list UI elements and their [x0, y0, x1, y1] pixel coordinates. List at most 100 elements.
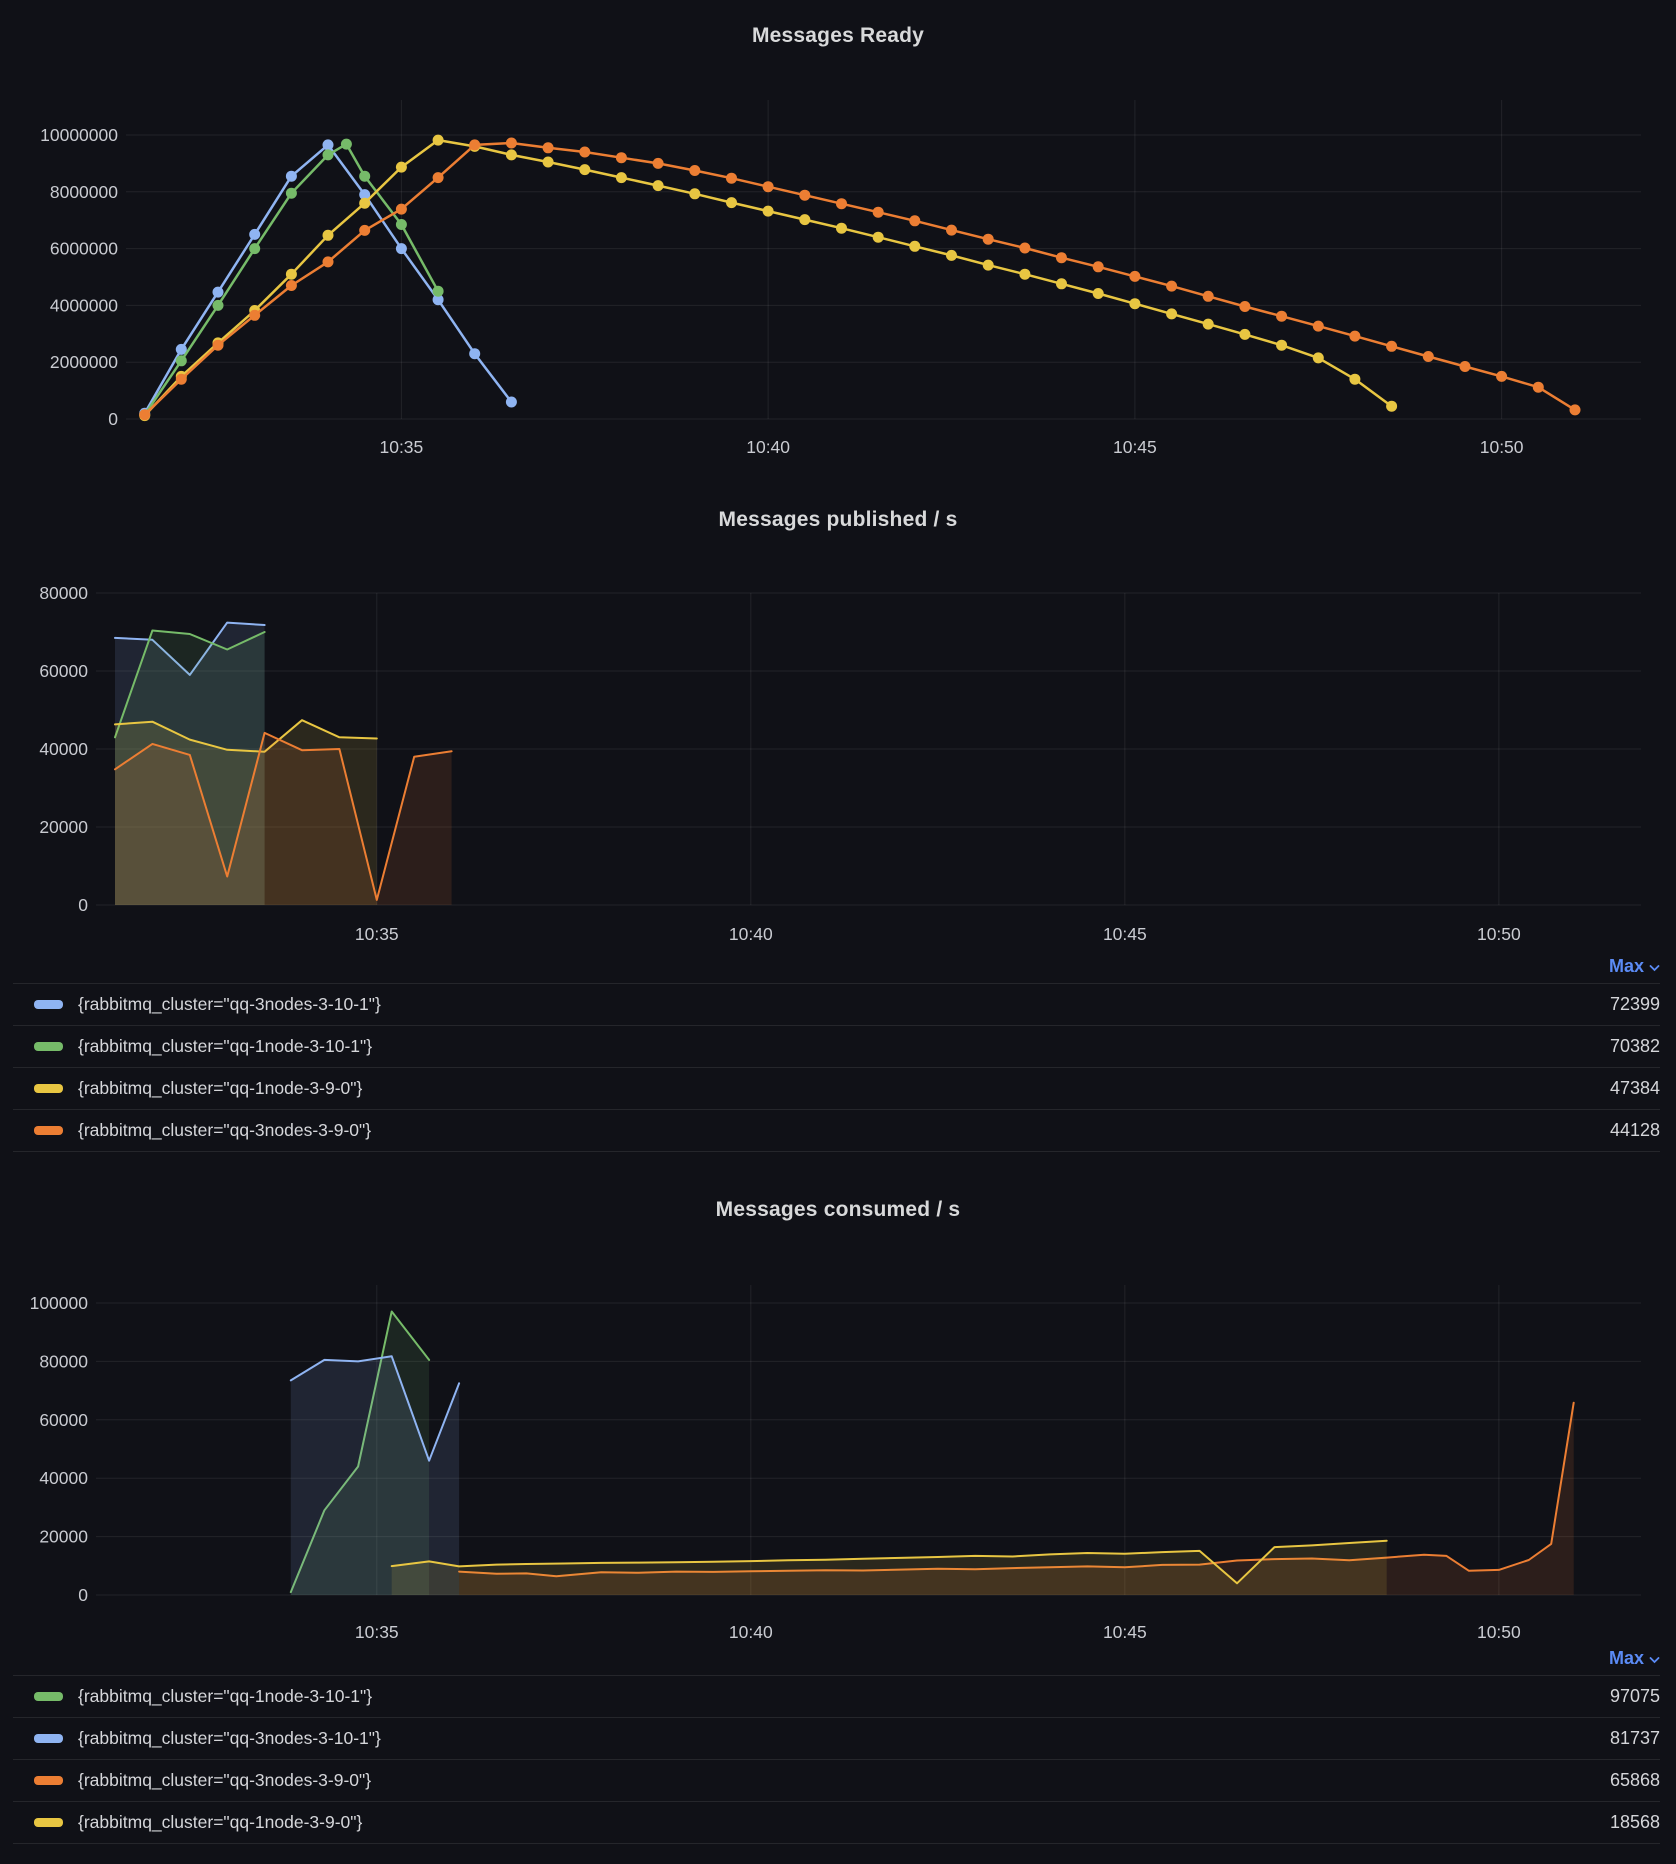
series-color-swatch[interactable] [34, 1776, 63, 1785]
data-point-yellow [1166, 308, 1178, 320]
data-point-blue [395, 243, 407, 255]
data-point-orange [1422, 351, 1434, 362]
series-label[interactable]: {rabbitmq_cluster="qq-1node-3-10-1"} [78, 1686, 373, 1706]
legend-sort-max-button[interactable]: Max [1609, 956, 1660, 977]
series-color-swatch[interactable] [34, 1692, 63, 1701]
y-tick-label: 4000000 [50, 295, 118, 315]
legend-row: {rabbitmq_cluster="qq-3nodes-3-9-0"} 658… [13, 1759, 1660, 1801]
data-point-yellow [579, 164, 591, 176]
x-tick-label: 10:50 [1477, 1622, 1521, 1642]
series-label[interactable]: {rabbitmq_cluster="qq-3nodes-3-10-1"} [78, 1728, 381, 1748]
series-label[interactable]: {rabbitmq_cluster="qq-1node-3-9-0"} [78, 1812, 363, 1832]
data-point-orange [689, 165, 701, 176]
data-point-yellow [872, 231, 884, 243]
data-point-orange [1092, 261, 1104, 273]
chevron-down-icon [1649, 1656, 1660, 1663]
series-label[interactable]: {rabbitmq_cluster="qq-3nodes-3-10-1"} [78, 994, 381, 1014]
data-point-green [340, 138, 352, 150]
y-tick-label: 8000000 [50, 182, 118, 202]
x-tick-label: 10:35 [379, 437, 423, 457]
data-point-orange [1202, 290, 1214, 302]
series-color-swatch[interactable] [34, 1734, 63, 1743]
series-color-swatch[interactable] [34, 1126, 63, 1135]
data-point-green [212, 299, 224, 311]
series-line-orange [458, 1401, 1575, 1578]
data-point-orange [212, 339, 224, 351]
data-point-green [249, 243, 261, 255]
data-point-green [359, 170, 371, 182]
data-point-orange [982, 233, 994, 245]
data-point-yellow [799, 214, 811, 226]
series-color-swatch[interactable] [34, 1000, 63, 1009]
data-point-orange [1386, 340, 1398, 352]
legend-sort-label: Max [1608, 1647, 1644, 1668]
series-line-green [114, 629, 266, 739]
data-point-blue [505, 396, 517, 408]
data-point-yellow [505, 149, 517, 161]
data-point-yellow [1349, 373, 1361, 385]
series-max-value: 47384 [1609, 1078, 1660, 1098]
data-point-orange [946, 224, 957, 236]
data-point-green [285, 187, 297, 199]
x-tick-label: 10:45 [1103, 1622, 1147, 1642]
legend-sort-max-button[interactable]: Max [1609, 1648, 1660, 1669]
series-color-swatch[interactable] [34, 1084, 63, 1093]
panel-title-messages-consumed: Messages consumed / s [715, 1198, 961, 1221]
data-point-green [432, 285, 444, 297]
data-point-orange [762, 181, 774, 193]
data-point-blue [175, 343, 187, 355]
data-point-orange [432, 172, 444, 184]
x-tick-label: 10:35 [355, 924, 399, 944]
y-tick-label: 2000000 [50, 352, 118, 372]
series-fill-yellow [391, 1540, 1387, 1595]
data-point-yellow [689, 188, 701, 200]
data-point-yellow [1129, 298, 1141, 310]
data-point-orange [1276, 310, 1288, 322]
data-point-orange [726, 172, 737, 184]
series-max-value: 72399 [1609, 994, 1660, 1014]
y-tick-label: 60000 [39, 1410, 88, 1430]
x-tick-label: 10:50 [1477, 924, 1521, 944]
series-fill-green [115, 630, 265, 905]
y-tick-label: 20000 [39, 1527, 88, 1547]
data-point-orange [799, 189, 811, 201]
data-point-orange [615, 152, 627, 164]
legend-row: {rabbitmq_cluster="qq-1node-3-10-1"} 970… [13, 1675, 1660, 1717]
series-fill-yellow [115, 720, 377, 905]
series-fill-blue [115, 622, 265, 905]
series-color-swatch[interactable] [34, 1042, 63, 1051]
series-label[interactable]: {rabbitmq_cluster="qq-1node-3-9-0"} [78, 1078, 363, 1098]
y-tick-label: 20000 [39, 817, 88, 837]
series-line-blue [114, 621, 266, 676]
y-tick-label: 10000000 [40, 125, 118, 145]
x-tick-label: 10:40 [729, 1622, 773, 1642]
data-point-yellow [1202, 318, 1214, 330]
series-label[interactable]: {rabbitmq_cluster="qq-1node-3-10-1"} [78, 1036, 373, 1056]
data-point-blue [285, 170, 297, 182]
series-color-swatch[interactable] [34, 1818, 63, 1827]
data-point-yellow [285, 268, 297, 280]
chart-3: 0 20000 40000 60000 80000 100000 10:35 10:40 10:… [30, 1285, 1641, 1642]
series-label[interactable]: {rabbitmq_cluster="qq-3nodes-3-9-0"} [78, 1770, 372, 1790]
y-tick-label: 0 [78, 1585, 88, 1605]
data-point-orange [359, 224, 371, 236]
y-tick-label: 40000 [39, 1468, 88, 1488]
data-point-orange [542, 142, 554, 154]
data-point-yellow [1312, 352, 1324, 364]
y-tick-label: 80000 [39, 583, 88, 603]
series-line-green [143, 142, 440, 416]
data-point-yellow [762, 205, 774, 217]
series-line-yellow [390, 1539, 1388, 1585]
data-point-orange [1312, 320, 1324, 332]
panel-title-messages-published: Messages published / s [718, 508, 958, 531]
data-point-orange [579, 146, 591, 158]
data-point-blue [322, 139, 334, 151]
data-point-orange [1166, 280, 1178, 292]
legend-consumed: Max {rabbitmq_cluster="qq-1node-3-10-1"}… [13, 1641, 1660, 1844]
series-label[interactable]: {rabbitmq_cluster="qq-3nodes-3-9-0"} [78, 1120, 372, 1140]
data-point-yellow [652, 180, 664, 192]
data-point-yellow [726, 197, 737, 209]
data-point-orange [285, 280, 297, 291]
y-tick-label: 60000 [39, 661, 88, 681]
